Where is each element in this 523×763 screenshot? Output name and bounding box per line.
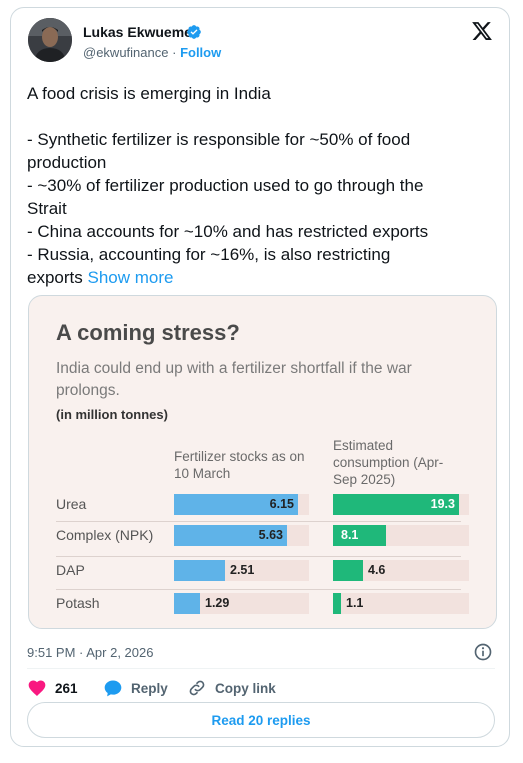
like-button[interactable]: 261 <box>27 678 78 698</box>
bar-value-label: 19.3 <box>430 497 455 511</box>
bar <box>174 525 287 546</box>
bar-value-label: 2.51 <box>230 563 255 577</box>
bar <box>333 593 341 614</box>
row-label: DAP <box>56 562 85 578</box>
separator: · <box>172 45 177 60</box>
column-header-consumption: Estimated consumption (Apr-Sep 2025) <box>333 438 444 487</box>
link-icon <box>189 680 205 696</box>
like-count: 261 <box>55 680 78 696</box>
bar-value-label: 5.63 <box>258 528 283 542</box>
chart-image[interactable]: A coming stress? India could end up with… <box>28 295 497 629</box>
bar <box>174 593 200 614</box>
reply-bubble-icon <box>104 680 122 697</box>
author-name[interactable]: Lukas Ekwueme <box>83 24 192 40</box>
row-separator <box>56 589 461 590</box>
column-header-stocks: Fertilizer stocks as on 10 March <box>174 449 305 481</box>
bar-value-label: 8.1 <box>341 528 359 542</box>
tweet-line-last: exports Show more <box>27 266 497 289</box>
author-handle[interactable]: @ekwufinance <box>83 45 169 60</box>
tweet-line: exports <box>27 268 83 287</box>
bar-value-label: 1.1 <box>346 596 364 610</box>
chart-subtitle: India could end up with a fertilizer sho… <box>56 360 412 399</box>
row-label: Potash <box>56 595 100 611</box>
tweet-timestamp[interactable]: 9:51 PM · Apr 2, 2026 <box>27 645 154 660</box>
tweet-line: - Synthetic fertilizer is responsible fo… <box>27 130 411 149</box>
read-replies-button[interactable]: Read 20 replies <box>27 702 495 738</box>
info-icon[interactable] <box>473 642 493 662</box>
tweet-card: Lukas Ekwueme @ekwufinance · Follow A fo… <box>10 7 510 747</box>
reply-label: Reply <box>131 680 168 696</box>
row-label: Complex (NPK) <box>56 527 154 543</box>
tweet-line: - ~30% of fertilizer production used to … <box>27 176 424 195</box>
bar <box>333 494 459 515</box>
bar-value-label: 1.29 <box>205 596 230 610</box>
bar <box>174 560 225 581</box>
tweet-line: production <box>27 153 107 172</box>
verified-badge-icon <box>187 25 201 39</box>
handle-row: @ekwufinance · Follow <box>83 45 221 60</box>
bar-track <box>174 593 309 614</box>
follow-button[interactable]: Follow <box>180 45 222 60</box>
bar-value-label: 6.15 <box>269 497 294 511</box>
avatar-image <box>28 18 72 62</box>
heart-icon <box>28 680 46 696</box>
tweet-line: - Russia, accounting for ~16%, is also r… <box>27 245 391 264</box>
tweet-line: Strait <box>27 199 67 218</box>
chart-title: A coming stress? <box>56 320 240 345</box>
chart-unit: (in million tonnes) <box>56 407 168 422</box>
show-more-link[interactable]: Show more <box>87 268 174 287</box>
tweet-line: A food crisis is emerging in India <box>27 84 271 103</box>
bar <box>333 525 386 546</box>
tweet-line: - China accounts for ~10% and has restri… <box>27 222 429 241</box>
row-separator <box>56 521 461 522</box>
bar-track <box>333 560 469 581</box>
row-separator <box>56 556 461 557</box>
reply-button[interactable]: Reply <box>103 678 168 698</box>
read-replies-label: Read 20 replies <box>211 712 311 728</box>
bar <box>174 494 298 515</box>
tweet-text: A food crisis is emerging in India - Syn… <box>27 82 497 289</box>
bar <box>333 560 363 581</box>
x-logo-icon[interactable] <box>471 20 493 42</box>
bar-value-label: 4.6 <box>368 563 386 577</box>
divider <box>27 668 495 669</box>
row-label: Urea <box>56 496 87 512</box>
copy-link-button[interactable]: Copy link <box>187 678 276 698</box>
copy-link-label: Copy link <box>215 680 276 696</box>
avatar[interactable] <box>28 18 72 62</box>
bar-track <box>333 593 469 614</box>
